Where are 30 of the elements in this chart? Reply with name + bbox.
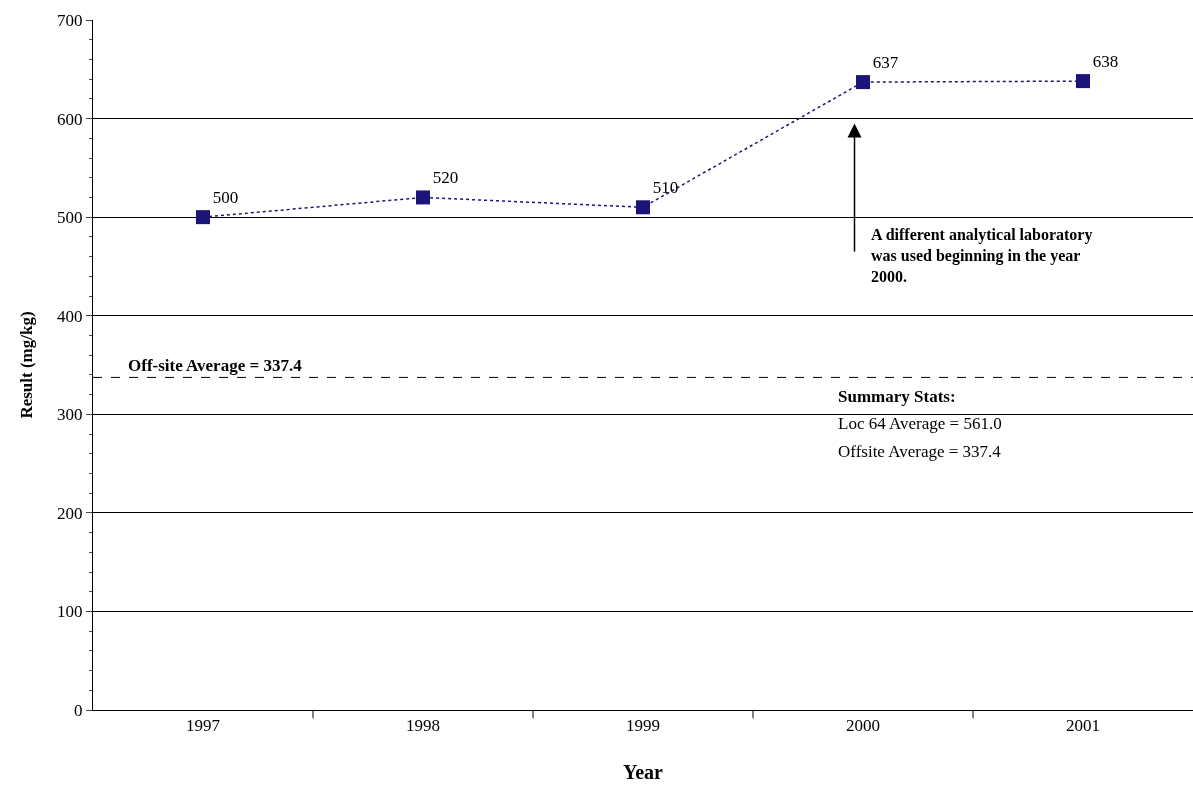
y-tick-label: 600 <box>57 109 83 129</box>
point <box>856 75 870 90</box>
point <box>416 190 430 205</box>
data-label: 520 <box>432 168 459 188</box>
y-tick-label: 0 <box>74 700 83 720</box>
x-tick-label: 1997 <box>186 716 221 736</box>
point <box>636 200 650 215</box>
annotation: Offsite Average = 337.4 <box>838 442 1002 461</box>
data-label: 637 <box>872 53 899 73</box>
y-tick-label: 200 <box>57 503 83 523</box>
data-label: 510 <box>652 178 679 198</box>
y-axis-title: Result (mg/kg) <box>16 311 36 419</box>
x-axis-title: Year <box>623 760 664 783</box>
annotation: A different analytical laboratory was used beginning in the year 2000. <box>871 226 1093 285</box>
x-tick-label: 1999 <box>626 716 660 736</box>
annotation: Summary Stats: <box>838 387 956 406</box>
y-tick-label: 100 <box>57 602 83 622</box>
x-tick-label: 2001 <box>1066 716 1100 736</box>
y-tick-label: 700 <box>57 10 83 30</box>
ref-line-label: Off-site Average = 337.4 <box>128 356 303 375</box>
x-tick-label: 2000 <box>846 716 880 736</box>
y-tick-label: 300 <box>57 405 83 425</box>
data-label: 500 <box>212 188 239 208</box>
point <box>196 210 210 225</box>
point <box>1076 74 1090 89</box>
annotation: Loc 64 Average = 561.0 <box>838 414 1002 433</box>
y-tick-label: 500 <box>57 208 83 228</box>
x-tick-label: 1998 <box>406 716 440 736</box>
y-tick-label: 400 <box>57 306 83 326</box>
data-label: 638 <box>1092 52 1119 72</box>
